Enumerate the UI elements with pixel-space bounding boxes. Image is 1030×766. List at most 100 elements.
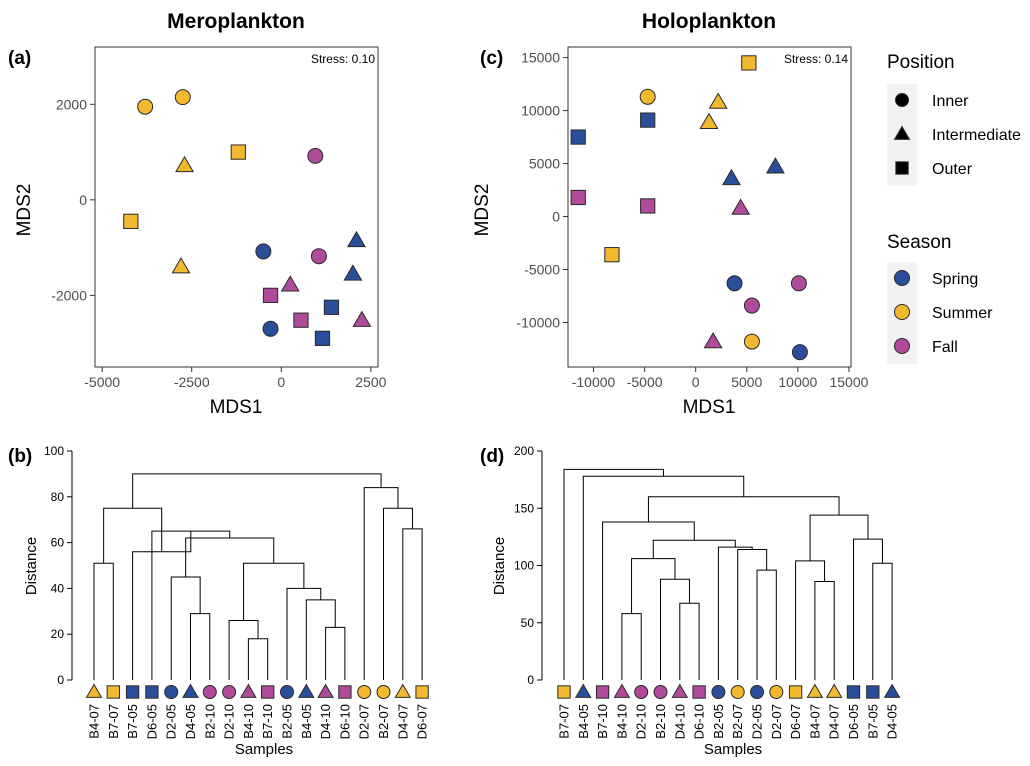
dendrogram-branch [602, 521, 695, 680]
scatter-point-summer-inner [743, 333, 760, 350]
scatter-point-fall-intermediate [352, 310, 372, 327]
scatter-point-spring-intermediate [765, 157, 785, 174]
legend-circle-icon [895, 93, 909, 107]
leaf-marker-spring-outer [125, 685, 140, 699]
dendrogram-branch [243, 562, 305, 621]
leaf-marker-fall-outer [595, 685, 610, 699]
dendrogram-branch [247, 638, 269, 680]
scatter-point-summer-intermediate [171, 257, 191, 274]
dendrogram-branch [853, 538, 883, 680]
leaf-marker-fall-inner [634, 685, 649, 699]
panel-c-letter: (c) [480, 48, 503, 69]
panel-c-xtick-label: 15000 [829, 374, 868, 390]
scatter-point-spring-intermediate [343, 264, 363, 281]
dendrogram-branch [795, 560, 826, 680]
panel-c-ytick-label: -10000 [516, 314, 560, 330]
dendrogram-branch [679, 602, 700, 680]
leaf-label: B7-07 [557, 704, 572, 739]
scatter-point-spring-outer [640, 112, 656, 128]
leaf-marker-summer-intermediate [806, 683, 824, 698]
dendrogram-branch [185, 537, 275, 577]
scatter-point-summer-outer [123, 213, 139, 229]
panel-b-ytick-label: 40 [51, 581, 65, 595]
panel-a-ytick-label: -2000 [51, 287, 87, 303]
leaf-label: D2-10 [634, 704, 649, 739]
leaf-marker-spring-inner [164, 685, 179, 699]
leaf-label: D6-05 [846, 704, 861, 739]
leaf-marker-fall-intermediate [613, 683, 631, 698]
panel-b-xlabel: Samples [235, 741, 293, 758]
panel-c-ytick-label: -5000 [524, 262, 560, 278]
dendrogram-branch [190, 613, 211, 680]
panel-c-xtick-label: 10000 [778, 374, 817, 390]
panel-c-xtick-label: -5000 [627, 374, 663, 390]
panel-c-xtick-label: 0 [692, 374, 700, 390]
legend-square-icon [895, 161, 909, 175]
panel-c-ytick-label: 0 [552, 209, 560, 225]
dendrogram-branch [631, 558, 676, 614]
scatter-point-fall-intermediate [731, 198, 751, 215]
panel-a-ylabel: MDS2 [14, 184, 35, 237]
scatter-point-fall-outer [293, 312, 309, 328]
panel-c-ytick-label: 15000 [521, 50, 560, 66]
leaf-label: D6-05 [144, 704, 159, 739]
panel-a-xtick-label: -5000 [84, 374, 120, 390]
leaf-label: D6-10 [337, 704, 352, 739]
panel-c-xtick-label: -10000 [572, 374, 616, 390]
panel-b-ytick-label: 0 [57, 673, 64, 687]
leaf-label: B7-07 [106, 704, 121, 739]
leaf-label: D4-07 [827, 704, 842, 739]
leaf-marker-spring-inner [750, 685, 764, 699]
leaf-marker-fall-inner [653, 685, 668, 699]
panel-a-stress: Stress: 0.10 [311, 52, 375, 66]
leaf-label: D2-07 [357, 704, 372, 739]
legend-season-label: Fall [932, 339, 958, 356]
panel-a-frame [94, 46, 379, 368]
scatter-point-summer-outer [741, 55, 757, 71]
panel-c-xlabel: MDS1 [683, 397, 736, 418]
dendrogram-branch [621, 613, 642, 680]
panel-a-xtick-label: 2500 [355, 374, 386, 390]
dendrogram-branch [305, 599, 336, 680]
scatter-point-spring-inner [726, 275, 743, 292]
scatter-point-summer-inner [639, 88, 656, 105]
panel-c-ytick-label: 5000 [529, 156, 560, 172]
dendrogram-branch [582, 475, 745, 680]
panel-a-letter: (a) [8, 48, 31, 69]
scatter-point-fall-inner [743, 297, 760, 314]
panel-b-ytick-label: 20 [51, 627, 65, 641]
leaf-marker-fall-inner [222, 685, 237, 699]
panel-b-letter: (b) [8, 446, 32, 467]
leaf-marker-spring-inner [280, 685, 294, 699]
leaf-label: D2-05 [750, 704, 765, 739]
scatter-point-spring-inner [255, 243, 272, 260]
dendrogram-branch [286, 587, 322, 680]
scatter-point-spring-outer [323, 299, 340, 315]
leaf-label: D6-07 [415, 704, 430, 739]
scatter-point-summer-outer [230, 144, 246, 160]
scatter-point-fall-outer [262, 287, 279, 303]
scatter-point-summer-inner [174, 89, 191, 106]
leaf-label: D6-10 [692, 704, 707, 739]
panel-d-ytick-label: 100 [514, 559, 534, 573]
leaf-label: D2-05 [164, 704, 179, 739]
panel-a-xtick-label: 0 [277, 374, 285, 390]
scatter-point-fall-intermediate [280, 275, 300, 292]
leaf-marker-summer-outer [415, 685, 429, 699]
dendrogram-branch [383, 507, 413, 680]
leaf-marker-summer-outer [557, 685, 571, 699]
leaf-label: B7-10 [260, 704, 275, 739]
leaf-marker-summer-inner [769, 685, 784, 699]
leaf-label: B4-07 [87, 704, 102, 739]
panel-c-title: Holoplankton [642, 10, 776, 33]
legend-spring-swatch-icon [894, 270, 910, 286]
panel-c-ytick-label: 10000 [521, 103, 560, 119]
leaf-marker-spring-intermediate [182, 683, 199, 698]
scatter-point-spring-intermediate [347, 230, 367, 248]
dendrogram-branch [563, 468, 665, 680]
leaf-label: B7-05 [125, 704, 140, 739]
leaf-marker-fall-inner [202, 685, 217, 699]
dendrogram-branch [756, 569, 777, 680]
legend-position-title: Position [887, 52, 955, 73]
